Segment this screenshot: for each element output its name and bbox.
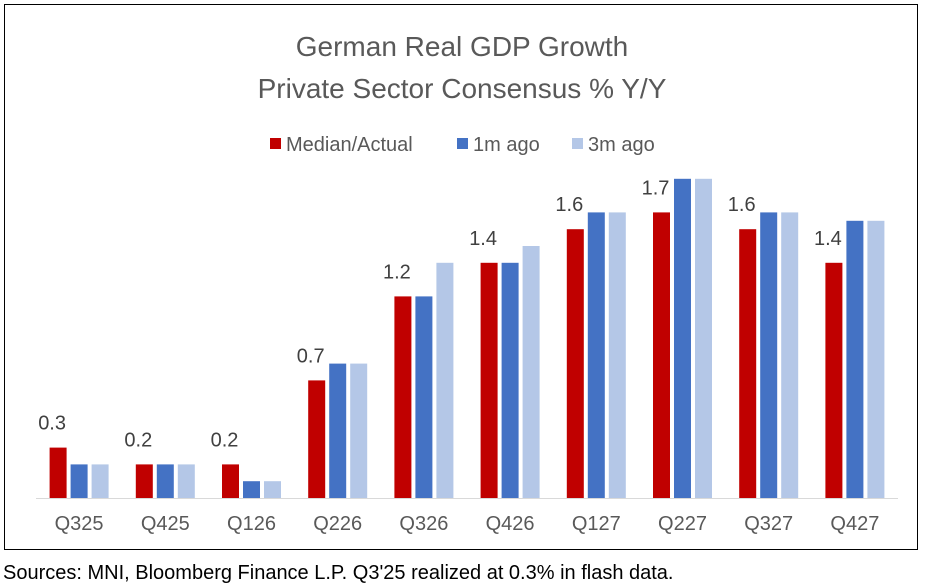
data-label: 1.6 (555, 194, 583, 216)
data-label: 1.7 (642, 177, 670, 199)
bar-q425-series-1 (135, 464, 153, 498)
chart-title-line-2: Private Sector Consensus % Y/Y (258, 73, 667, 104)
x-tick-label: Q425 (141, 513, 190, 535)
data-label: 0.2 (124, 429, 152, 451)
x-tick-label: Q227 (658, 513, 707, 535)
bar-q127-series-2 (587, 212, 605, 498)
bar-q227-series-3 (695, 178, 712, 499)
data-labels: 0.3 0.2 0.2 0.7 1.2 1.4 1.6 1.7 1.6 1.4 (38, 177, 842, 451)
bar-q326-series-1 (394, 296, 412, 498)
bar-q426-series-2 (501, 262, 519, 498)
bar-q425-series-2 (156, 464, 174, 498)
x-tick-label: Q325 (55, 513, 104, 535)
bar-q325-series-1 (49, 447, 67, 498)
legend-label-2: 1m ago (473, 134, 540, 156)
bar-q226-series-2 (329, 363, 347, 498)
x-tick-label: Q326 (399, 513, 448, 535)
legend-swatch-2 (457, 138, 468, 149)
bar-q226-series-3 (350, 363, 368, 498)
bar-q426-series-3 (522, 246, 540, 498)
x-tick-label: Q426 (486, 513, 535, 535)
bar-q327-series-2 (760, 212, 778, 498)
bar-q227-series-2 (674, 178, 691, 499)
x-tick-label: Q127 (572, 513, 621, 535)
bars-group (49, 178, 885, 499)
bar-q426-series-1 (480, 262, 498, 498)
data-label: 1.4 (814, 228, 842, 250)
bar-q327-series-3 (781, 212, 799, 498)
bar-q227-series-1 (653, 212, 670, 498)
data-label: 0.3 (38, 413, 66, 435)
data-label: 1.2 (383, 261, 411, 283)
legend-label-3: 3m ago (588, 134, 655, 156)
bar-q427-series-1 (825, 262, 843, 498)
chart-title-line-1: German Real GDP Growth (296, 31, 629, 62)
bar-q126-series-1 (222, 464, 239, 498)
bar-q127-series-1 (566, 229, 584, 498)
legend-label-1: Median/Actual (286, 134, 413, 156)
legend-swatch-1 (270, 138, 281, 149)
bar-q425-series-3 (177, 464, 195, 498)
x-tick-label: Q427 (830, 513, 879, 535)
chart-legend: Median/Actual 1m ago 3m ago (270, 134, 655, 156)
bar-q126-series-2 (243, 481, 260, 498)
data-label: 0.7 (297, 345, 325, 367)
x-tick-label: Q226 (313, 513, 362, 535)
bar-q326-series-2 (415, 296, 433, 498)
bar-q427-series-3 (867, 220, 885, 499)
x-tick-labels: Q325 Q425 Q126 Q226 Q326 Q426 Q127 Q227 Q327 Q427 (55, 513, 880, 535)
data-label: 1.4 (469, 228, 497, 250)
chart-canvas: German Real GDP Growth Private Sector Co… (36, 31, 898, 535)
bar-q325-series-2 (70, 464, 88, 498)
bar-q126-series-3 (264, 481, 281, 498)
bar-q327-series-1 (739, 229, 757, 498)
x-tick-label: Q126 (227, 513, 276, 535)
data-label: 0.2 (211, 429, 239, 451)
bar-q427-series-2 (846, 220, 864, 499)
bar-q127-series-3 (608, 212, 626, 498)
legend-swatch-3 (572, 138, 583, 149)
bar-q325-series-3 (91, 464, 109, 498)
data-label: 1.6 (728, 194, 756, 216)
bar-q326-series-3 (436, 262, 454, 498)
x-tick-label: Q327 (744, 513, 793, 535)
source-note: Sources: MNI, Bloomberg Finance L.P. Q3'… (3, 562, 674, 584)
bar-q226-series-1 (308, 380, 326, 498)
